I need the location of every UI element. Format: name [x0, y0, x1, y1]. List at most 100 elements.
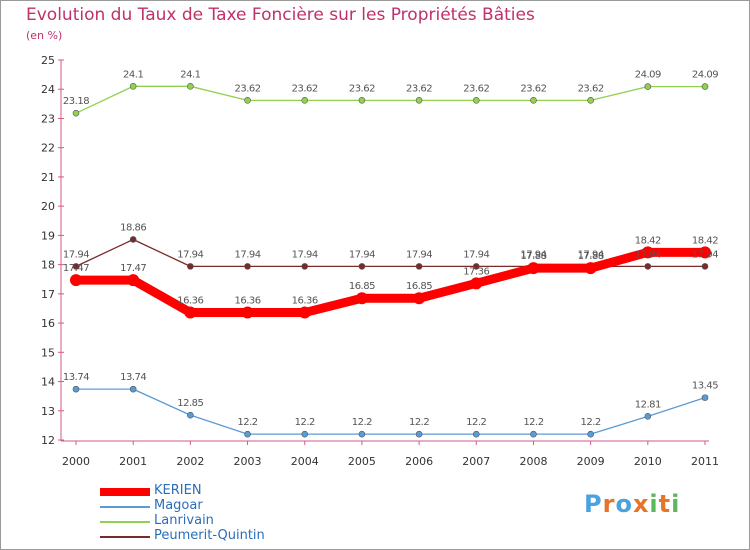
- data-label-lanrivain: 24.1: [180, 69, 200, 80]
- data-point-kerien: [127, 274, 140, 287]
- data-point-magoar: [244, 430, 251, 438]
- data-point-magoar: [358, 430, 366, 438]
- data-point-peumerit-quintin: [358, 263, 366, 270]
- data-label-peumerit-quintin: 17.94: [292, 249, 318, 260]
- data-label-kerien: 16.36: [234, 296, 260, 307]
- legend-label: Lanrivain: [154, 513, 214, 528]
- data-label-kerien: 16.85: [406, 281, 432, 292]
- data-point-kerien: [184, 306, 197, 319]
- data-point-lanrivain: [701, 83, 709, 90]
- data-label-magoar: 12.85: [177, 398, 203, 409]
- data-point-kerien: [70, 274, 82, 287]
- data-label-lanrivain: 23.62: [234, 83, 260, 94]
- data-label-kerien: 16.36: [292, 296, 318, 307]
- data-label-lanrivain: 24.09: [635, 70, 661, 81]
- y-tick-label: 24: [41, 83, 55, 96]
- data-point-kerien: [527, 262, 540, 275]
- data-point-lanrivain: [72, 109, 80, 117]
- x-tick-label: 2006: [405, 455, 433, 468]
- data-point-peumerit-quintin: [187, 263, 194, 270]
- data-label-magoar: 12.2: [409, 417, 429, 428]
- data-label-kerien: 17.88: [520, 251, 546, 262]
- data-point-lanrivain: [472, 97, 480, 104]
- data-point-peumerit-quintin: [644, 263, 652, 270]
- data-label-peumerit-quintin: 18.86: [120, 222, 146, 233]
- logo-letter: o: [615, 490, 633, 518]
- data-point-kerien: [241, 306, 254, 319]
- data-point-lanrivain: [187, 83, 194, 90]
- data-label-magoar: 12.81: [635, 399, 661, 410]
- y-tick-label: 18: [41, 259, 55, 272]
- legend-label: KERIEN: [154, 483, 202, 498]
- x-tick-label: 2002: [176, 455, 204, 468]
- x-tick-label: 2007: [462, 455, 490, 468]
- data-point-lanrivain: [644, 83, 652, 90]
- data-label-kerien: 16.36: [177, 296, 203, 307]
- legend-swatch: [100, 521, 150, 523]
- data-label-magoar: 13.74: [63, 372, 89, 383]
- data-point-peumerit-quintin: [244, 263, 251, 270]
- data-point-lanrivain: [358, 97, 366, 104]
- data-label-lanrivain: 24.1: [123, 69, 143, 80]
- data-label-peumerit-quintin: 17.94: [63, 249, 89, 260]
- data-label-lanrivain: 23.62: [292, 83, 318, 94]
- data-point-kerien: [641, 246, 654, 259]
- logo-letter: i: [649, 490, 659, 518]
- data-label-peumerit-quintin: 17.94: [520, 249, 546, 260]
- data-label-lanrivain: 23.62: [463, 83, 489, 94]
- data-point-magoar: [187, 411, 194, 419]
- y-tick-label: 21: [41, 171, 55, 184]
- data-point-lanrivain: [301, 97, 309, 104]
- data-label-kerien: 18.42: [635, 235, 661, 246]
- x-tick-label: 2000: [62, 455, 90, 468]
- data-point-peumerit-quintin: [472, 263, 480, 270]
- data-point-kerien: [413, 292, 426, 305]
- legend-swatch: [100, 488, 150, 496]
- legend-label: Magoar: [154, 498, 203, 513]
- data-point-lanrivain: [587, 97, 594, 104]
- data-point-kerien: [355, 292, 368, 305]
- data-label-peumerit-quintin: 17.94: [463, 249, 489, 260]
- data-label-lanrivain: 23.18: [63, 96, 89, 107]
- chart-subtitle: (en %): [26, 29, 63, 42]
- data-point-kerien: [584, 262, 597, 275]
- data-point-kerien: [298, 306, 311, 319]
- data-label-lanrivain: 23.62: [349, 83, 375, 94]
- data-point-lanrivain: [129, 83, 137, 90]
- y-tick-label: 22: [41, 142, 55, 155]
- data-label-lanrivain: 23.62: [520, 83, 546, 94]
- data-point-peumerit-quintin: [301, 263, 309, 270]
- logo-letter: t: [658, 490, 672, 518]
- legend-swatch: [100, 506, 150, 508]
- data-label-lanrivain: 23.62: [578, 83, 604, 94]
- legend-swatch: [100, 536, 150, 538]
- x-tick-label: 2008: [519, 455, 547, 468]
- logo-letter: P: [584, 490, 603, 518]
- data-point-magoar: [701, 394, 709, 401]
- x-tick-label: 2004: [291, 455, 319, 468]
- logo-letter: i: [671, 490, 681, 518]
- data-point-kerien: [470, 277, 483, 290]
- data-label-peumerit-quintin: 17.94: [234, 249, 260, 260]
- chart-title: Evolution du Taux de Taxe Foncière sur l…: [26, 5, 535, 25]
- y-tick-label: 16: [41, 317, 55, 330]
- data-point-lanrivain: [530, 97, 537, 104]
- data-label-kerien: 16.85: [349, 281, 375, 292]
- data-point-magoar: [129, 385, 137, 393]
- x-tick-label: 2011: [691, 455, 719, 468]
- y-tick-label: 19: [41, 229, 55, 242]
- data-label-peumerit-quintin: 17.94: [349, 249, 375, 260]
- data-point-peumerit-quintin: [701, 263, 709, 270]
- y-tick-label: 23: [41, 112, 55, 125]
- data-label-magoar: 12.2: [295, 417, 315, 428]
- data-point-peumerit-quintin: [72, 263, 80, 270]
- y-tick-label: 25: [41, 54, 55, 67]
- x-tick-label: 2003: [234, 455, 262, 468]
- data-point-peumerit-quintin: [129, 236, 137, 243]
- data-point-magoar: [72, 385, 80, 393]
- data-label-kerien: 18.42: [692, 235, 718, 246]
- data-label-peumerit-quintin: 17.94: [692, 249, 718, 260]
- data-label-kerien: 17.47: [63, 263, 89, 274]
- data-point-lanrivain: [415, 97, 423, 104]
- data-label-magoar: 13.45: [692, 381, 718, 392]
